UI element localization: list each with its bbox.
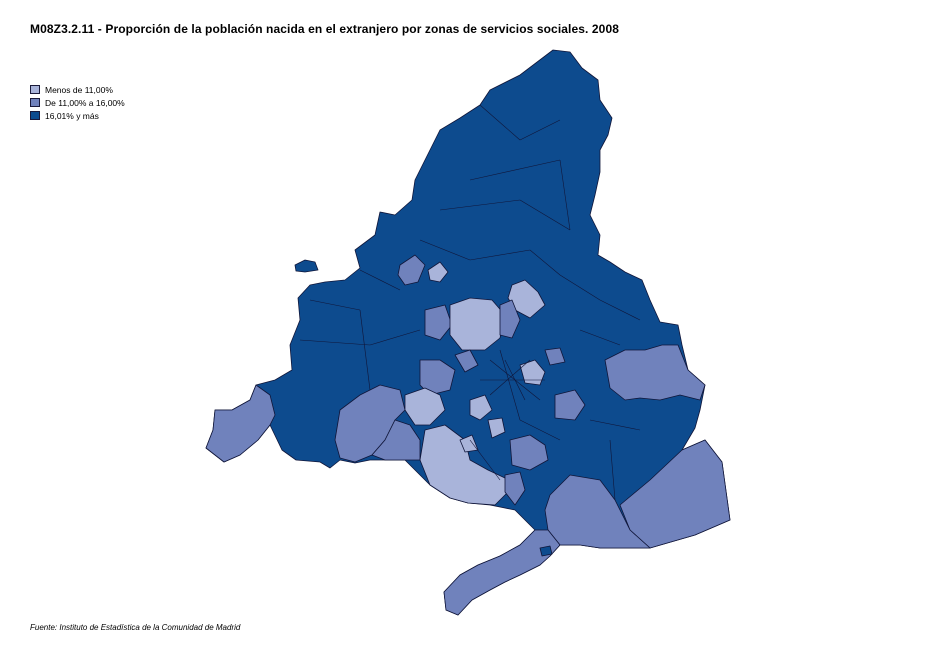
map-zone-c-medium-1 [509,434,549,471]
map-zone-c-medium-2 [554,389,586,421]
legend-swatch-high [30,111,40,120]
map-zone-c-medium-5 [544,347,566,366]
map-zone-c-medium-4 [454,349,479,373]
source-note: Fuente: Instituto de Estadística de la C… [30,623,241,632]
map-zone-n-medium-1 [397,254,426,286]
zone-boundaries [299,104,641,501]
map-zone-w-medium-3 [419,359,456,396]
map-zone-n-light-2 [507,279,546,319]
legend-label-low: Menos de 11,00% [45,84,113,95]
map-zone-w-medium-2 [371,419,421,461]
legend-swatch-low [30,85,40,94]
legend-item-high: 16,01% y más [30,109,125,122]
map-zone-e-medium-1 [604,344,706,401]
map-title: M08Z3.2.11 - Proporción de la población … [30,22,619,36]
map-zone-w-medium-4 [424,304,453,341]
legend-label-medium: De 11,00% a 16,00% [45,97,125,108]
map-zone-s-medium-tail [443,529,561,616]
legend-item-low: Menos de 11,00% [30,83,125,96]
legend-swatch-medium [30,98,40,107]
legend-item-medium: De 11,00% a 16,00% [30,96,125,109]
map-zone-s-dark-small [539,545,553,557]
map-zone-n-light-1 [449,297,506,351]
map-zone-c-light-3 [487,417,506,439]
map-zone-n-medium-2 [499,299,521,339]
map-zone-n-light-3 [427,261,449,283]
map-zone-c-medium-3 [504,471,526,506]
map-zone-sw-medium [205,384,276,463]
map-zone-c-light-2 [469,394,493,421]
legend-label-high: 16,01% y más [45,110,99,121]
legend: Menos de 11,00% De 11,00% a 16,00% 16,01… [30,83,125,122]
map-zone-se-medium-2 [544,474,651,549]
map-exclave [294,259,319,273]
map-zone-w-light-1 [404,387,446,426]
map-zone-c-light-4 [459,434,479,453]
